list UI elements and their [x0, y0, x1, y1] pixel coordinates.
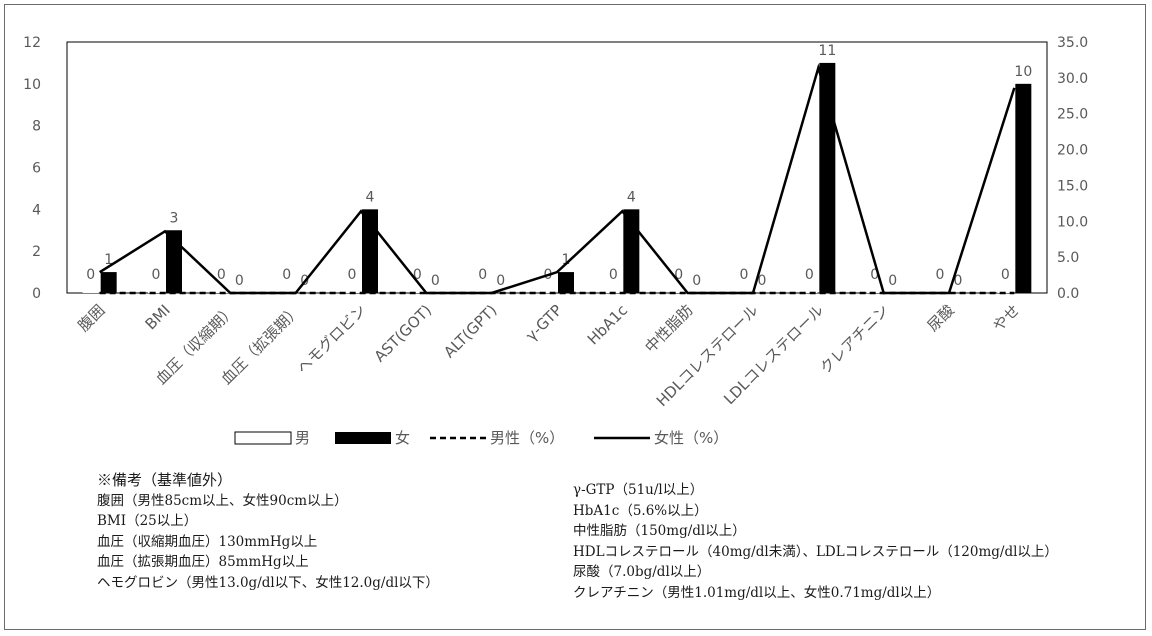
x-tick-label: AST(GOT)	[371, 301, 436, 366]
bar-female	[1015, 83, 1032, 293]
data-label-male: 0	[936, 267, 945, 283]
data-label-female: 0	[431, 273, 440, 289]
data-label-male: 0	[609, 267, 618, 283]
data-label-male: 0	[478, 267, 487, 283]
data-label-male: 0	[870, 267, 879, 283]
data-label-male: 0	[674, 267, 683, 283]
data-label-female: 4	[627, 189, 636, 205]
y2-tick-label: 25.0	[1057, 107, 1088, 123]
bar-female	[623, 209, 640, 293]
bar-male	[409, 292, 426, 293]
note-line: HDLコレステロール（40mg/dl未満）、LDLコレステロール（120mg/d…	[573, 543, 1058, 560]
y-tick-label: 12	[23, 35, 41, 51]
x-tick-label: BMI	[142, 301, 174, 333]
y-tick-label: 0	[32, 286, 41, 302]
x-tick-label: γ-GTP	[522, 301, 566, 345]
bar-male	[148, 292, 164, 293]
note-line: HbA1c（5.6%以上）	[573, 502, 708, 519]
legend-label-female: 女	[395, 429, 410, 447]
bar-female	[166, 230, 182, 293]
legend-label-male-percent: 男性（%）	[490, 429, 564, 447]
data-label-male: 0	[152, 267, 161, 283]
data-label-female: 0	[888, 273, 897, 289]
notes-left: ※備考（基準値外） 腹囲（男性85cm以上、女性90cm以上） BMI（25以上…	[97, 470, 439, 593]
data-label-female: 3	[170, 210, 179, 226]
note-line: クレアチニン（男性1.01mg/dl以上、女性0.71mg/dl以上）	[573, 584, 941, 601]
y2-tick-label: 10.0	[1057, 214, 1088, 230]
note-line: 血圧（拡張期血圧）85mmHg以上	[97, 554, 309, 570]
note-line: 血圧（収縮期血圧）130mmHg以上	[97, 533, 318, 550]
legend-swatch-female	[335, 432, 391, 444]
x-tick-label: ALT(GPT)	[440, 301, 500, 361]
data-label-female: 10	[1014, 64, 1032, 80]
bar-female	[362, 209, 378, 293]
data-label-male: 0	[1001, 267, 1010, 283]
combo-chart: 0246810120.05.010.015.020.025.030.035.00…	[23, 35, 1088, 447]
data-label-female: 11	[818, 43, 836, 59]
note-line: BMI（25以上）	[97, 513, 198, 529]
y2-tick-label: 20.0	[1057, 143, 1088, 159]
x-tick-label: クレアチニン	[816, 301, 892, 377]
data-label-male: 0	[348, 267, 357, 283]
y2-tick-label: 30.0	[1057, 71, 1088, 87]
bar-female	[558, 272, 574, 293]
data-label-male: 0	[413, 267, 422, 283]
y-tick-label: 4	[32, 202, 41, 218]
data-label-female: 1	[104, 252, 113, 268]
notes-right: γ-GTP（51u/l以上） HbA1c（5.6%以上） 中性脂肪（150mg/…	[573, 480, 1058, 603]
legend-swatch-male	[234, 431, 292, 445]
data-label-male: 0	[805, 267, 814, 283]
x-tick-label: 腹囲	[75, 301, 109, 335]
x-tick-label: やせ	[989, 301, 1023, 335]
y2-tick-label: 0.0	[1057, 286, 1079, 302]
note-line: 尿酸（7.0bg/dl以上）	[573, 564, 711, 580]
data-label-male: 0	[740, 267, 749, 283]
note-line: 腹囲（男性85cm以上、女性90cm以上）	[97, 492, 348, 509]
y-tick-label: 8	[32, 119, 41, 135]
data-label-male: 0	[282, 267, 291, 283]
data-label-female: 0	[235, 273, 244, 289]
data-label-female: 0	[692, 273, 701, 289]
legend-label-male: 男	[295, 429, 310, 447]
chart-frame	[4, 4, 1146, 630]
note-line: 中性脂肪（150mg/dl以上）	[573, 523, 746, 539]
notes-heading: ※備考（基準値外）	[97, 471, 233, 489]
line-female-percent	[99, 63, 1016, 295]
data-label-female: 1	[562, 252, 571, 268]
bar-female	[100, 272, 117, 293]
y2-tick-label: 15.0	[1057, 178, 1088, 194]
data-label-female: 0	[954, 273, 963, 289]
bar-male	[540, 292, 556, 293]
x-tick-label: ヘモグロビン	[293, 301, 369, 377]
data-label-male: 0	[217, 267, 226, 283]
data-label-female: 0	[758, 273, 767, 289]
note-line: γ-GTP（51u/l以上）	[573, 482, 704, 498]
bar-female	[950, 292, 966, 293]
bar-female	[819, 62, 836, 293]
data-label-female: 0	[496, 273, 505, 289]
bar-male	[670, 292, 687, 293]
y2-tick-label: 5.0	[1057, 250, 1079, 266]
y-tick-label: 6	[32, 161, 41, 177]
data-label-male: 0	[86, 267, 95, 283]
legend-label-female-percent: 女性（%）	[654, 429, 728, 447]
y-tick-label: 2	[32, 244, 41, 260]
bar-male	[801, 292, 818, 293]
note-line: ヘモグロビン（男性13.0g/dl以下、女性12.0g/dl以下）	[97, 574, 439, 591]
x-tick-label: HbA1c	[584, 301, 631, 348]
y2-tick-label: 35.0	[1057, 35, 1088, 51]
x-tick-label: 尿酸	[924, 301, 958, 335]
y-tick-label: 10	[23, 77, 41, 93]
bar-male	[82, 292, 99, 293]
x-tick-label: 中性脂肪	[641, 301, 696, 356]
plot-area	[66, 41, 1048, 294]
data-label-female: 4	[366, 189, 375, 205]
